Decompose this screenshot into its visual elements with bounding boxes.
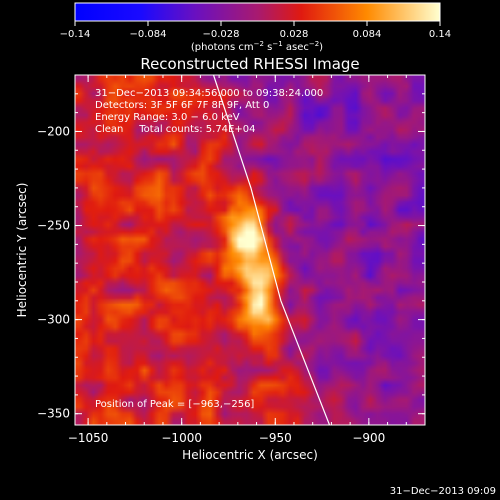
x-tick-label: −950 bbox=[259, 431, 292, 445]
colorbar-tick-label: 0.14 bbox=[429, 29, 451, 40]
colorbar-tick-label: 0.028 bbox=[280, 29, 309, 40]
x-axis: −1050 −1000 −950 −900 bbox=[68, 75, 426, 445]
colorbar-units-mid2: asec bbox=[283, 42, 309, 53]
colorbar-units-open: (photons cm bbox=[191, 42, 254, 53]
y-axis-label: Heliocentric Y (arcsec) bbox=[15, 183, 29, 318]
plot-frame bbox=[74, 74, 426, 426]
annotation-time-range: 31−Dec−2013 09:34:56.000 to 09:38:24.000 bbox=[95, 88, 323, 99]
x-axis-label: Heliocentric X (arcsec) bbox=[182, 448, 318, 462]
x-tick-label: −1050 bbox=[68, 431, 109, 445]
colorbar-units-exp1: −2 bbox=[254, 40, 264, 48]
colorbar-tick-label: 0.084 bbox=[353, 29, 382, 40]
x-tick-label: −1000 bbox=[161, 431, 202, 445]
colorbar-tick-label: −0.14 bbox=[60, 29, 91, 40]
annotation-peak-position: Position of Peak = [−963,−256] bbox=[95, 399, 254, 410]
y-tick-label: −300 bbox=[37, 313, 70, 327]
x-tick-label: −900 bbox=[352, 431, 385, 445]
annotation-energy-range: Energy Range: 3.0 − 6.0 keV bbox=[95, 112, 240, 123]
chart-title: Reconstructed RHESSI Image bbox=[140, 55, 359, 73]
y-tick-label: −250 bbox=[37, 219, 70, 233]
colorbar-units: (photons cm−2 s−1 asec−2) bbox=[191, 40, 323, 53]
colorbar-tick-label: −0.028 bbox=[202, 29, 239, 40]
colorbar-ticks: −0.14 −0.084 −0.028 0.028 0.084 0.14 bbox=[60, 21, 451, 40]
heatmap-image bbox=[75, 74, 425, 426]
annotation-block: 31−Dec−2013 09:34:56.000 to 09:38:24.000… bbox=[95, 88, 323, 410]
annotation-clean-counts: Clean Total counts: 5.74E+04 bbox=[95, 124, 255, 135]
y-tick-label: −200 bbox=[37, 124, 70, 138]
timestamp: 31−Dec−2013 09:09 bbox=[390, 486, 496, 497]
colorbar-tick-label: −0.084 bbox=[129, 29, 166, 40]
heatmap-raster bbox=[75, 75, 425, 425]
colorbar bbox=[74, 2, 441, 22]
colorbar-units-exp2: −1 bbox=[272, 40, 282, 48]
colorbar-units-mid1: s bbox=[264, 42, 272, 53]
colorbar-units-exp3: −2 bbox=[309, 40, 319, 48]
annotation-detectors: Detectors: 3F 5F 6F 7F 8F 9F, Att 0 bbox=[95, 100, 269, 111]
y-tick-label: −350 bbox=[37, 407, 70, 421]
colorbar-units-close: ) bbox=[319, 42, 323, 53]
y-axis: −200 −250 −300 −350 bbox=[37, 74, 425, 421]
solar-limb-curve bbox=[212, 74, 331, 426]
